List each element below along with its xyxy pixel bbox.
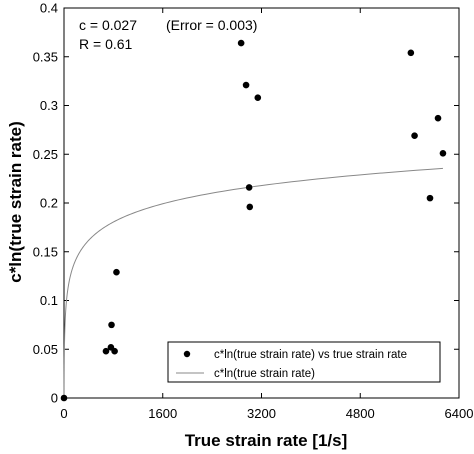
data-point xyxy=(411,132,418,140)
annotation-error-value: (Error = 0.003) xyxy=(166,17,257,33)
legend-label-scatter: c*ln(true strain rate) vs true strain ra… xyxy=(214,349,407,361)
data-point xyxy=(254,94,262,101)
y-tick-label: 0.4 xyxy=(40,1,58,16)
data-point xyxy=(439,149,447,157)
x-axis-title: True strain rate [1/s] xyxy=(185,431,348,450)
x-tick-label: 6400 xyxy=(445,406,474,421)
annotation-c-value: c = 0.027 xyxy=(79,17,137,33)
data-point xyxy=(246,203,254,211)
data-point xyxy=(102,347,110,355)
legend: c*ln(true strain rate) vs true strain ra… xyxy=(167,341,441,383)
y-tick-label: 0.1 xyxy=(40,293,58,308)
data-point xyxy=(407,49,415,57)
annotation-r-value: R = 0.61 xyxy=(79,36,133,52)
data-point xyxy=(111,347,118,355)
legend-marker-scatter xyxy=(183,350,191,358)
x-tick-label: 3200 xyxy=(247,406,276,421)
x-tick-label: 1600 xyxy=(148,406,177,421)
x-tick-label: 0 xyxy=(60,406,67,421)
y-tick-label: 0.35 xyxy=(33,49,58,64)
data-point xyxy=(242,81,250,89)
fit-curve xyxy=(63,167,443,398)
y-tick-label: 0 xyxy=(51,391,58,406)
x-tick-label: 4800 xyxy=(346,406,375,421)
y-tick-label: 0.2 xyxy=(40,196,58,211)
data-point xyxy=(237,39,245,47)
data-point xyxy=(245,184,253,191)
y-tick-label: 0.05 xyxy=(33,342,58,357)
legend-box xyxy=(167,341,441,383)
data-point xyxy=(108,321,115,329)
legend-label-fit: c*ln(true strain rate) xyxy=(214,368,315,380)
data-point xyxy=(113,268,120,276)
y-axis-title: c*ln(true strain rate) xyxy=(6,121,25,283)
y-tick-label: 0.3 xyxy=(40,98,58,113)
y-tick-label: 0.15 xyxy=(33,244,58,259)
data-point xyxy=(434,114,442,122)
y-tick-label: 0.25 xyxy=(33,147,58,162)
data-point xyxy=(426,194,434,202)
data-point xyxy=(60,394,68,402)
